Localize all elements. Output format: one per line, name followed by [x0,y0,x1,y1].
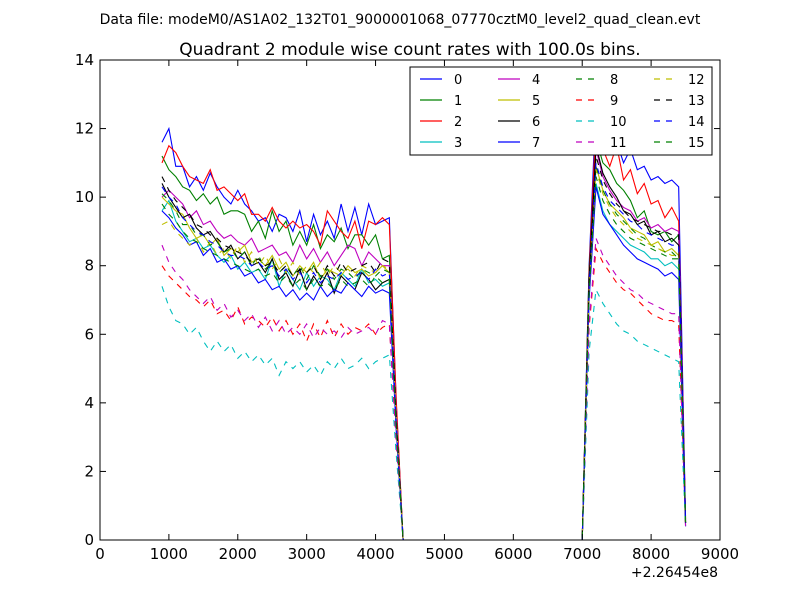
x-tick-label: 1000 [150,545,188,563]
series-line-9 [161,246,687,541]
y-tick-label: 6 [84,325,94,343]
series-line-10 [161,286,687,541]
chart-suptitle: Data file: modeM0/AS1A02_132T01_90000010… [100,12,701,28]
legend-label-0: 0 [454,73,462,88]
legend-label-3: 3 [454,136,462,151]
series-line-11 [161,238,687,541]
y-tick-label: 8 [84,257,94,275]
x-tick-label: 7000 [563,545,601,563]
legend-label-5: 5 [532,94,540,109]
legend-label-10: 10 [610,115,627,130]
x-tick-label: 8000 [632,545,670,563]
series-line-15 [161,176,687,541]
x-tick-label: 6000 [494,545,532,563]
legend-label-6: 6 [532,115,540,130]
x-offset-label: +2.26454e8 [631,565,718,581]
x-tick-label: 3000 [288,545,326,563]
x-tick-label: 4000 [356,545,394,563]
x-tick-label: 5000 [425,545,463,563]
x-tick-label: 0 [95,545,105,563]
legend-label-2: 2 [454,115,462,130]
legend-label-12: 12 [688,73,705,88]
legend-label-14: 14 [688,115,705,130]
legend-label-1: 1 [454,94,462,109]
y-tick-label: 2 [84,462,94,480]
legend-label-9: 9 [610,94,618,109]
y-tick-label: 4 [84,394,94,412]
series-line-14 [161,162,687,541]
legend-label-15: 15 [688,136,705,151]
ticks-layer: 0 1000 2000 3000 4000 5000 6000 7000 8000 9000 0 2 4… [75,51,739,563]
y-tick-label: 10 [75,188,94,206]
x-tick-label: 2000 [219,545,257,563]
plot-frame [99,59,721,541]
legend-label-7: 7 [532,136,540,151]
legend-label-4: 4 [532,73,540,88]
y-tick-label: 0 [84,531,94,549]
legend-box [409,66,713,156]
legend-label-13: 13 [688,94,705,109]
legend-label-8: 8 [610,73,618,88]
legend-label-11: 11 [610,136,627,151]
chart-title: Quadrant 2 module wise count rates with … [179,40,640,60]
x-tick-label: 9000 [701,545,739,563]
series-line-8 [161,166,687,541]
y-tick-label: 14 [75,51,94,69]
y-tick-label: 12 [75,120,94,138]
